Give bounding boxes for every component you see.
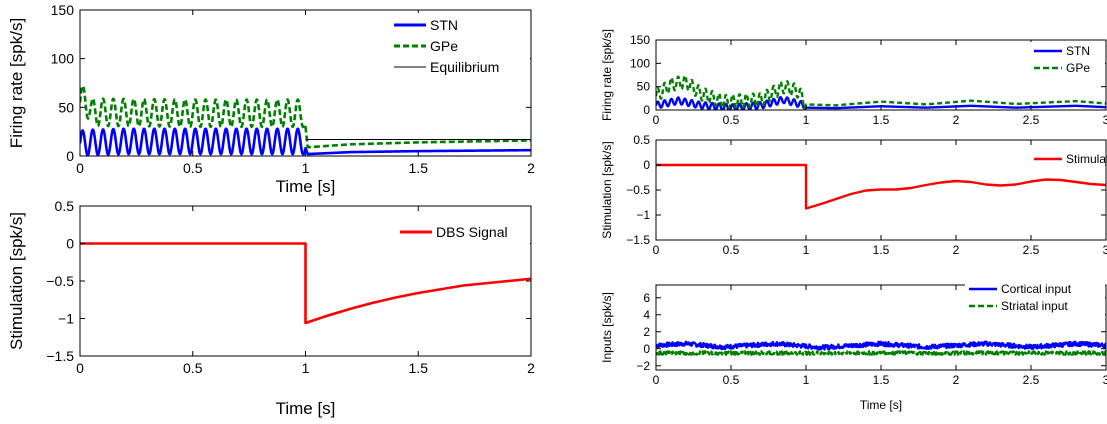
legend-label-stn: STN (1066, 44, 1090, 58)
y-tick-label: −2 (636, 359, 650, 373)
y-tick-label: 0 (66, 236, 74, 252)
y-tick-label: 100 (630, 56, 650, 70)
x-tick-label: 2 (527, 360, 535, 376)
y-tick-label: 150 (630, 33, 650, 47)
legend-label-dbs-signal: DBS Signal (436, 224, 508, 240)
y-axis-label: Stimulation [spk/s] (7, 212, 26, 350)
series-line-stn (80, 127, 531, 156)
legend-label-equilibrium: Equilibrium (430, 59, 499, 75)
y-tick-label: −0.5 (46, 273, 74, 289)
x-tick-label: 3 (1103, 373, 1107, 387)
y-tick-label: −1 (636, 208, 650, 222)
legend: STN GPe (1030, 42, 1105, 82)
y-tick-label: 0.5 (55, 198, 75, 214)
x-tick-label: 2 (953, 113, 960, 127)
x-tick-label: 0.5 (723, 373, 740, 387)
series-line-gpe (80, 84, 531, 149)
y-tick-label: 0 (643, 158, 650, 172)
y-tick-label: 0 (66, 148, 74, 164)
y-tick-label: −1 (58, 311, 74, 327)
chart-panel-3: 0 0.5 1 1.5 2 2.5 3 0 50 100 150 Firing rate [spk/s… (600, 29, 1107, 127)
y-axis-label: Inputs [spk/s] (600, 292, 614, 363)
legend-label-gpe: GPe (430, 38, 458, 54)
x-tick-label: 0.5 (183, 160, 203, 176)
x-tick-label: 1.5 (873, 113, 890, 127)
x-tick-label: 0 (653, 243, 660, 257)
x-tick-label: 0.5 (183, 360, 203, 376)
legend-label-striatal-input: Striatal input (1001, 299, 1068, 313)
series-line-striatal-input (656, 350, 1106, 356)
x-tick-label: 1 (803, 113, 810, 127)
series-line-cortical-input (656, 340, 1106, 351)
y-tick-label: −1.5 (626, 233, 650, 247)
x-tick-label: 0.5 (723, 113, 740, 127)
legend-label-stn: STN (430, 17, 458, 33)
y-tick-label: −0.5 (626, 183, 650, 197)
x-tick-label: 1 (803, 373, 810, 387)
y-tick-label: 50 (58, 99, 74, 115)
chart-panel-4: 0 0.5 1 1.5 2 2.5 3 −1.5 −1 −0.5 0 0.5 Stimulation [… (600, 133, 1107, 257)
x-tick-label: 2 (953, 243, 960, 257)
x-tick-label: 0 (76, 160, 84, 176)
legend: DBS Signal (396, 220, 530, 247)
x-tick-label: 2 (953, 373, 960, 387)
x-tick-label: 1 (803, 243, 810, 257)
x-tick-label: 1 (302, 360, 310, 376)
y-tick-label: 150 (51, 2, 75, 18)
legend: Stimulation (1030, 150, 1107, 173)
x-tick-label: 1.5 (409, 160, 429, 176)
y-tick-label: 0 (643, 342, 650, 356)
legend: Cortical input Striatal input (965, 280, 1105, 320)
x-tick-label: 1.5 (409, 360, 429, 376)
legend-label-cortical-input: Cortical input (1001, 282, 1072, 296)
x-tick-label: 0 (653, 373, 660, 387)
x-tick-label: 1.5 (873, 373, 890, 387)
x-tick-label: 1.5 (873, 243, 890, 257)
y-tick-label: 0.5 (633, 133, 650, 147)
y-tick-label: 4 (643, 308, 650, 322)
x-axis-label: Time [s] (276, 399, 336, 418)
x-tick-label: 3 (1103, 113, 1107, 127)
x-tick-label: 0 (653, 113, 660, 127)
y-tick-label: −1.5 (46, 348, 74, 364)
y-tick-label: 100 (51, 51, 75, 67)
x-axis-label: Time [s] (276, 177, 336, 196)
x-tick-label: 0.5 (723, 243, 740, 257)
y-axis-label: Stimulation [spk/s] (600, 141, 614, 238)
x-tick-label: 2.5 (1023, 243, 1040, 257)
x-tick-label: 3 (1103, 243, 1107, 257)
y-tick-label: 2 (643, 325, 650, 339)
x-tick-label: 2.5 (1023, 113, 1040, 127)
chart-panel-2: 0 0.5 1 1.5 2 −1.5 −1 −0.5 0 0.5 Time [s] Stimulati… (7, 198, 535, 418)
series-line-dbs-signal (80, 242, 531, 325)
x-tick-label: 1 (302, 160, 310, 176)
chart-panel-1: 0 0.5 1 1.5 2 0 50 100 150 Time [s] Firing rate [s… (7, 2, 535, 196)
x-tick-label: 2.5 (1023, 373, 1040, 387)
y-tick-label: 50 (637, 80, 651, 94)
x-tick-label: 0 (76, 360, 84, 376)
y-axis-label: Firing rate [spk/s] (7, 18, 26, 148)
legend-label-stimulation: Stimulation (1066, 152, 1107, 166)
y-axis-label: Firing rate [spk/s] (600, 29, 614, 121)
x-tick-label: 2 (527, 160, 535, 176)
legend: STN GPe Equilibrium (390, 13, 530, 82)
legend-label-gpe: GPe (1066, 61, 1090, 75)
y-tick-label: 6 (643, 291, 650, 305)
series-line-gpe (656, 74, 1106, 110)
x-axis-label: Time [s] (860, 398, 902, 412)
y-tick-label: 0 (643, 103, 650, 117)
series-line-stimulation (656, 163, 1106, 210)
